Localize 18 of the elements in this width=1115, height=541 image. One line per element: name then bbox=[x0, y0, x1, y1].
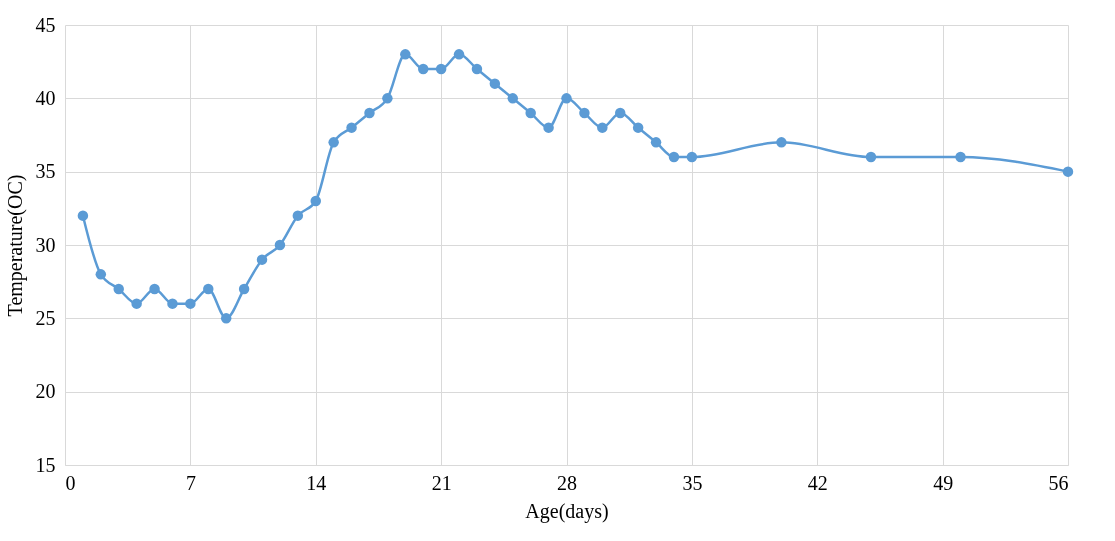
x-axis-title: Age(days) bbox=[525, 499, 609, 523]
y-tick-label: 15 bbox=[35, 453, 56, 476]
x-tick-label: 21 bbox=[431, 471, 452, 494]
x-tick-label: 28 bbox=[557, 471, 577, 494]
x-tick-label: 42 bbox=[807, 471, 828, 494]
y-tick-label: 25 bbox=[35, 306, 56, 329]
y-tick-label: 45 bbox=[35, 13, 56, 36]
y-tick-label: 35 bbox=[35, 160, 56, 183]
y-tick-label: 20 bbox=[35, 380, 56, 403]
y-tick-label: 40 bbox=[35, 86, 56, 109]
y-axis-title: Temperature(OC) bbox=[3, 174, 27, 317]
x-tick-label: 7 bbox=[185, 471, 196, 494]
x-tick-label: 0 bbox=[65, 471, 76, 494]
x-tick-label: 56 bbox=[1048, 471, 1069, 494]
x-tick-label: 35 bbox=[682, 471, 703, 494]
y-tick-label: 30 bbox=[35, 233, 56, 256]
x-tick-label: 49 bbox=[933, 471, 954, 494]
x-tick-label: 14 bbox=[306, 471, 327, 494]
